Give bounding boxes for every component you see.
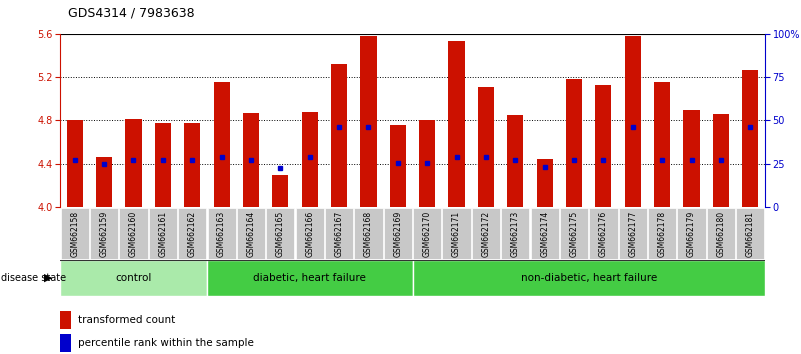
Text: GSM662178: GSM662178 (658, 211, 666, 257)
Bar (625, 36, 641, 207)
Text: GSM662176: GSM662176 (599, 211, 608, 257)
FancyBboxPatch shape (266, 208, 295, 259)
Text: GSM662158: GSM662158 (70, 211, 79, 257)
Text: GSM662177: GSM662177 (628, 211, 638, 257)
Bar (126, 119, 142, 207)
FancyBboxPatch shape (678, 208, 706, 259)
Text: GSM662165: GSM662165 (276, 211, 285, 257)
Bar (537, 159, 553, 207)
Bar (478, 87, 494, 207)
Text: non-diabetic, heart failure: non-diabetic, heart failure (521, 273, 657, 283)
FancyBboxPatch shape (472, 208, 500, 259)
Bar (66, 120, 83, 207)
FancyBboxPatch shape (706, 208, 735, 259)
Text: GSM662167: GSM662167 (335, 211, 344, 257)
Text: diabetic, heart failure: diabetic, heart failure (253, 273, 366, 283)
FancyBboxPatch shape (207, 208, 235, 259)
Text: GSM662162: GSM662162 (187, 211, 197, 257)
Text: percentile rank within the sample: percentile rank within the sample (78, 338, 254, 348)
Text: transformed count: transformed count (78, 315, 175, 325)
FancyBboxPatch shape (149, 208, 177, 259)
Text: disease state: disease state (1, 273, 66, 283)
Text: GSM662181: GSM662181 (746, 211, 755, 257)
Bar (60, 311, 70, 329)
Text: control: control (115, 273, 151, 283)
Text: GSM662168: GSM662168 (364, 211, 373, 257)
FancyBboxPatch shape (413, 260, 765, 296)
Text: GSM662175: GSM662175 (570, 211, 578, 257)
FancyBboxPatch shape (530, 208, 559, 259)
Bar (272, 175, 288, 207)
FancyBboxPatch shape (207, 260, 413, 296)
FancyBboxPatch shape (325, 208, 353, 259)
Bar (243, 113, 259, 207)
Text: GSM662173: GSM662173 (511, 211, 520, 257)
Bar (654, 82, 670, 207)
FancyBboxPatch shape (648, 208, 676, 259)
Text: GSM662161: GSM662161 (159, 211, 167, 257)
Text: GSM662174: GSM662174 (540, 211, 549, 257)
Text: GSM662179: GSM662179 (687, 211, 696, 257)
FancyBboxPatch shape (590, 208, 618, 259)
FancyBboxPatch shape (237, 208, 265, 259)
Bar (713, 114, 729, 207)
Text: GSM662171: GSM662171 (452, 211, 461, 257)
Bar (331, 64, 347, 207)
Text: GSM662170: GSM662170 (423, 211, 432, 257)
FancyBboxPatch shape (501, 208, 529, 259)
Text: GSM662166: GSM662166 (305, 211, 314, 257)
FancyBboxPatch shape (296, 208, 324, 259)
FancyBboxPatch shape (560, 208, 588, 259)
Text: ▶: ▶ (43, 273, 52, 283)
FancyBboxPatch shape (61, 208, 89, 259)
Bar (595, 85, 611, 207)
FancyBboxPatch shape (60, 260, 207, 296)
Bar (155, 122, 171, 207)
Bar (302, 112, 318, 207)
Text: GDS4314 / 7983638: GDS4314 / 7983638 (68, 6, 195, 19)
Bar (566, 79, 582, 207)
Bar (96, 157, 112, 207)
Bar (683, 109, 699, 207)
FancyBboxPatch shape (618, 208, 647, 259)
FancyBboxPatch shape (442, 208, 471, 259)
Bar (184, 122, 200, 207)
FancyBboxPatch shape (178, 208, 207, 259)
Text: GSM662164: GSM662164 (247, 211, 256, 257)
Bar (743, 70, 759, 207)
Bar (390, 125, 406, 207)
Text: GSM662160: GSM662160 (129, 211, 138, 257)
FancyBboxPatch shape (413, 208, 441, 259)
Bar (507, 115, 523, 207)
Text: GSM662172: GSM662172 (481, 211, 490, 257)
FancyBboxPatch shape (119, 208, 147, 259)
Text: GSM662163: GSM662163 (217, 211, 226, 257)
Text: GSM662159: GSM662159 (99, 211, 109, 257)
FancyBboxPatch shape (90, 208, 119, 259)
FancyBboxPatch shape (354, 208, 383, 259)
FancyBboxPatch shape (736, 208, 764, 259)
Bar (419, 120, 435, 207)
Bar (60, 334, 70, 352)
FancyBboxPatch shape (384, 208, 412, 259)
Bar (449, 41, 465, 207)
Text: GSM662180: GSM662180 (716, 211, 726, 257)
Text: GSM662169: GSM662169 (393, 211, 402, 257)
Bar (360, 36, 376, 207)
Bar (214, 82, 230, 207)
